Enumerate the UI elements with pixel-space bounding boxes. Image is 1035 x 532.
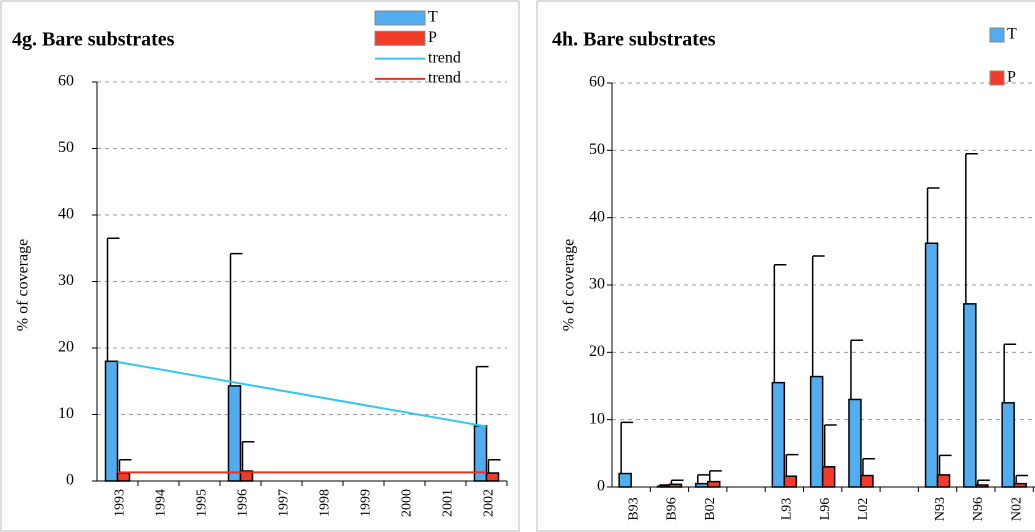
- bar: [860, 474, 874, 488]
- x-tick-label: 1993: [113, 489, 128, 517]
- bar: [1001, 402, 1015, 488]
- error-bar: [785, 453, 799, 477]
- y-tick-label: 10: [589, 410, 605, 427]
- y-axis-label: % of coverage: [561, 239, 578, 331]
- error-bar: [620, 421, 634, 474]
- bar: [668, 483, 683, 488]
- legend-label: P: [428, 29, 437, 46]
- error-bar: [862, 457, 875, 476]
- y-tick-label: 30: [589, 276, 605, 293]
- bar: [1013, 482, 1027, 488]
- x-tick-label: B93: [626, 497, 641, 520]
- x-tick-label: N96: [971, 497, 986, 521]
- bar: [618, 472, 632, 488]
- y-tick-label: 0: [66, 472, 74, 489]
- error-bar: [926, 187, 940, 244]
- x-tick-label: 1996: [236, 489, 251, 517]
- y-tick-label: 10: [58, 405, 74, 422]
- y-tick-label: 20: [589, 343, 605, 360]
- bar: [848, 398, 862, 488]
- x-tick-label: 1997: [277, 489, 292, 517]
- y-tick-label: 30: [58, 272, 74, 289]
- bar: [656, 485, 671, 488]
- error-bar: [118, 458, 132, 474]
- error-bar: [977, 479, 990, 485]
- bar: [707, 480, 721, 488]
- legend-label: trend: [428, 70, 461, 87]
- trend-line: [117, 360, 487, 428]
- error-bar: [487, 458, 501, 474]
- y-tick-label: 60: [589, 74, 605, 91]
- chart-title: 4g. Bare substrates: [12, 29, 175, 51]
- x-tick-label: B96: [665, 497, 680, 520]
- error-bar: [850, 339, 863, 400]
- error-bar: [241, 441, 255, 472]
- panel-frame: [0, 0, 520, 532]
- x-tick-label: N93: [933, 497, 948, 521]
- bar: [239, 470, 254, 482]
- error-bar: [773, 264, 787, 383]
- error-bar: [811, 255, 825, 377]
- bar: [104, 360, 119, 482]
- error-bar: [106, 237, 120, 362]
- bar: [975, 484, 989, 488]
- error-bar: [1015, 474, 1029, 484]
- x-tick-label: 2001: [441, 489, 456, 517]
- x-tick-label: B02: [703, 497, 718, 520]
- bar: [963, 303, 977, 488]
- legend-swatch: [374, 10, 426, 26]
- error-bar: [938, 454, 952, 475]
- error-bar: [475, 365, 489, 426]
- legend-label: trend: [428, 49, 461, 66]
- bar: [771, 381, 786, 488]
- error-bar: [1003, 343, 1017, 403]
- bar: [227, 385, 242, 482]
- y-tick-label: 20: [58, 339, 74, 356]
- y-tick-label: 50: [589, 141, 605, 158]
- bar: [783, 475, 798, 488]
- y-tick-label: 0: [597, 478, 605, 495]
- x-tick-label: 1994: [154, 489, 169, 517]
- chart-title: 4h. Bare substrates: [552, 29, 716, 51]
- error-bar: [670, 479, 684, 485]
- y-tick-label: 40: [589, 208, 605, 225]
- panel-frame: [536, 0, 1035, 532]
- x-tick-label: 2000: [400, 489, 415, 517]
- error-bar: [697, 474, 710, 484]
- bar: [695, 482, 709, 488]
- legend-swatch: [989, 27, 1005, 43]
- x-tick-label: L93: [780, 498, 795, 521]
- x-tick-label: L96: [818, 498, 833, 521]
- legend-swatch: [374, 30, 426, 46]
- y-tick-label: 40: [58, 206, 74, 223]
- bar: [809, 375, 824, 488]
- error-bar: [965, 152, 978, 304]
- x-tick-label: L02: [856, 498, 871, 521]
- x-tick-label: 1998: [318, 489, 333, 517]
- error-bar: [709, 470, 722, 482]
- bar: [924, 242, 939, 488]
- bar: [936, 474, 951, 488]
- x-tick-label: 1999: [359, 489, 374, 517]
- x-tick-label: N02: [1009, 497, 1024, 521]
- y-axis-label: % of coverage: [15, 239, 32, 331]
- bar: [116, 472, 131, 482]
- legend-label: T: [1007, 26, 1017, 43]
- legend-swatch: [989, 70, 1005, 86]
- legend-label: P: [1007, 69, 1016, 86]
- bar: [821, 466, 836, 488]
- x-tick-label: 2002: [482, 489, 497, 517]
- y-tick-label: 50: [58, 139, 74, 156]
- legend-label: T: [428, 9, 438, 26]
- y-tick-label: 60: [58, 73, 74, 90]
- error-bar: [229, 252, 243, 386]
- bar: [485, 472, 500, 482]
- x-tick-label: 1995: [195, 489, 210, 517]
- error-bar: [823, 424, 837, 467]
